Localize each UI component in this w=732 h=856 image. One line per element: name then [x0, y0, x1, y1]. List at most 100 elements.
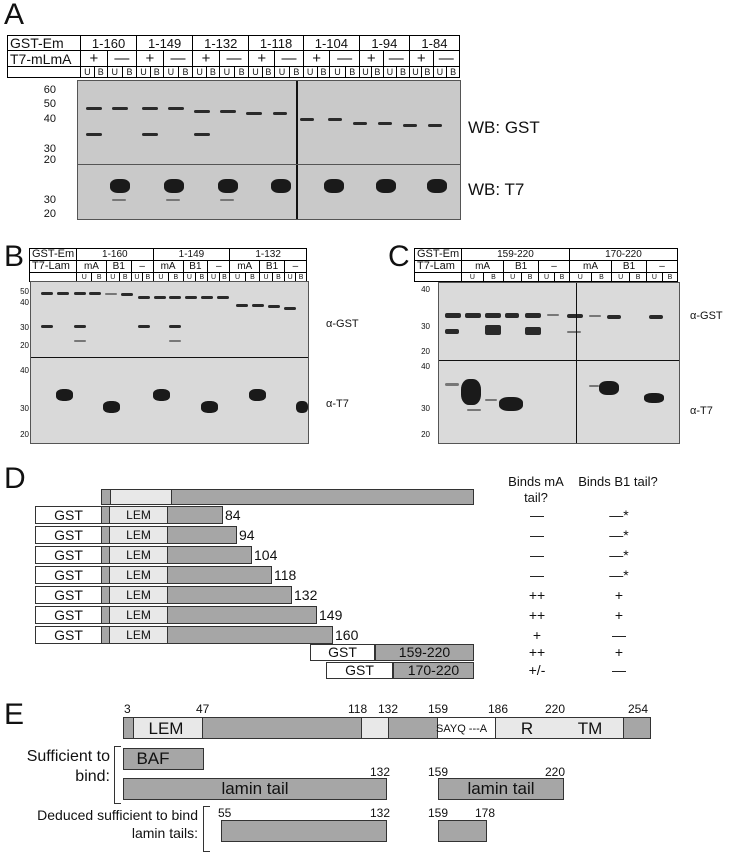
unbound-lane-label: U	[162, 66, 179, 78]
panel-c-construct: 159-220	[461, 248, 570, 261]
fragment-end-label: 94	[239, 527, 255, 543]
lamin-condition: –	[207, 260, 231, 273]
lem-domain: LEM	[109, 526, 168, 544]
binds-b1-result: —*	[609, 507, 629, 523]
gst-tag: GST	[310, 644, 375, 661]
gst-tag: GST	[326, 662, 393, 679]
deduced-sufficient-label: Deduced sufficient to bind lamin tails:	[37, 807, 198, 841]
emerin-full-length-bar	[101, 489, 474, 505]
unbound-lane-label: U	[106, 66, 123, 78]
mw-marker: 40	[20, 366, 29, 375]
bound-lane-label: B	[590, 272, 613, 282]
baf-binding-bar	[123, 748, 204, 770]
tm-domain-label: TM	[577, 719, 603, 738]
panel-b-row2-label: T7-Lam	[29, 260, 77, 273]
unbound-lane-label: U	[568, 272, 592, 282]
bound-lane-label: B	[421, 66, 434, 78]
panel-a-construct: 1-132	[192, 35, 250, 51]
minus-sign: —	[106, 50, 138, 67]
mw-marker: 30	[20, 404, 29, 413]
mw-marker: 60	[43, 84, 56, 96]
bound-lane-label: B	[554, 272, 570, 282]
gst-tag: GST	[35, 506, 102, 524]
lamin-condition: B1	[105, 260, 132, 273]
lamin-condition: B1	[259, 260, 285, 273]
panel-a-header-table: GST-Em 1-160 1-149 1-132 1-118 1-104 1-9…	[7, 35, 461, 78]
plus-sign: +	[408, 50, 434, 67]
deduced-bar-159-178	[438, 820, 487, 842]
panel-b-construct: 1-149	[152, 248, 231, 261]
mw-marker: 20	[43, 208, 56, 220]
lem-domain: LEM	[109, 506, 168, 524]
blot-t7-c	[438, 360, 680, 444]
fragment-end-label: 118	[274, 567, 297, 583]
plus-sign: +	[192, 50, 220, 67]
baf-label: BAF	[136, 749, 170, 768]
binds-ma-result: ++	[528, 587, 546, 603]
lamin-tail-binding-bar-c	[438, 778, 564, 800]
bound-lane-label: B	[316, 66, 331, 78]
panel-a-construct: 1-118	[248, 35, 304, 51]
bound-lane-label: B	[233, 66, 250, 78]
fragment-end-label: 160	[335, 627, 359, 643]
emerin-fragment-bar: 159-220	[375, 644, 474, 661]
mw-marker: 30	[20, 323, 29, 332]
bound-lane-label: B	[177, 66, 194, 78]
blot-gst-a	[77, 80, 461, 166]
mw-marker: 20	[421, 347, 430, 356]
bound-lane-label: B	[93, 66, 108, 78]
position-label: 159	[428, 702, 449, 716]
bound-lane-label: B	[149, 66, 164, 78]
unbound-lane-label: U	[432, 66, 448, 78]
unbound-lane-label: U	[80, 66, 95, 78]
panel-a-row2-label: T7-mLmA	[7, 50, 81, 67]
unbound-lane-label: U	[408, 66, 423, 78]
lamin-condition: B1	[503, 260, 540, 273]
mw-marker: 50	[20, 287, 29, 296]
binds-b1-result: —*	[609, 527, 629, 543]
lamin-condition: –	[283, 260, 308, 273]
mw-marker: 40	[421, 362, 430, 371]
bound-lane-label: B	[121, 66, 138, 78]
minus-sign: —	[162, 50, 194, 67]
bound-lane-label: B	[371, 66, 384, 78]
lem-domain: LEM	[109, 566, 168, 584]
position-label: 220	[545, 765, 566, 779]
bound-lane-label: B	[205, 66, 220, 78]
unbound-lane-label: U	[645, 272, 663, 282]
binds-ma-result: —	[530, 547, 544, 563]
mw-marker: 30	[43, 143, 56, 155]
panel-b-header-table: GST-Em 1-160 1-149 1-132 T7-Lam mA B1– mA B…	[29, 248, 308, 282]
mw-marker: 20	[421, 430, 430, 439]
lamin-condition: B1	[611, 260, 647, 273]
emerin-fragment-bar: 170-220	[393, 662, 474, 679]
mw-marker: 50	[43, 98, 56, 110]
mw-marker: 20	[43, 154, 56, 166]
lem-domain: LEM	[109, 586, 168, 604]
lamin-tail-binding-bar-n	[123, 778, 387, 800]
position-label: 159	[428, 765, 449, 779]
binds-ma-result: —	[530, 527, 544, 543]
unbound-lane-label: U	[329, 66, 346, 78]
minus-sign: —	[432, 50, 461, 67]
lem-domain: LEM	[109, 606, 168, 624]
panel-c-row2-label: T7-Lam	[414, 260, 462, 273]
position-label: 220	[545, 702, 566, 716]
gst-tag: GST	[35, 526, 102, 544]
binds-ma-result: —	[530, 567, 544, 583]
position-label: 178	[475, 806, 496, 820]
binds-b1-result: +	[614, 607, 624, 623]
bound-lane-label: B	[396, 66, 410, 78]
gst-tag: GST	[35, 606, 102, 624]
panel-c-header-table: GST-Em 159-220 170-220 T7-Lam mA B1– mA B1–…	[414, 248, 679, 282]
panel-a-construct: 1-104	[302, 35, 360, 51]
binds-ma-result: —	[530, 507, 544, 523]
fragment-end-label: 104	[254, 547, 278, 563]
fragment-end-label: 149	[319, 607, 343, 623]
plus-sign: +	[248, 50, 276, 67]
binds-b1-result: +	[614, 587, 624, 603]
position-label: 55	[218, 806, 232, 820]
unbound-lane-label: U	[358, 66, 373, 78]
wb-gst-label: WB: GST	[468, 118, 540, 137]
plus-sign: +	[136, 50, 164, 67]
